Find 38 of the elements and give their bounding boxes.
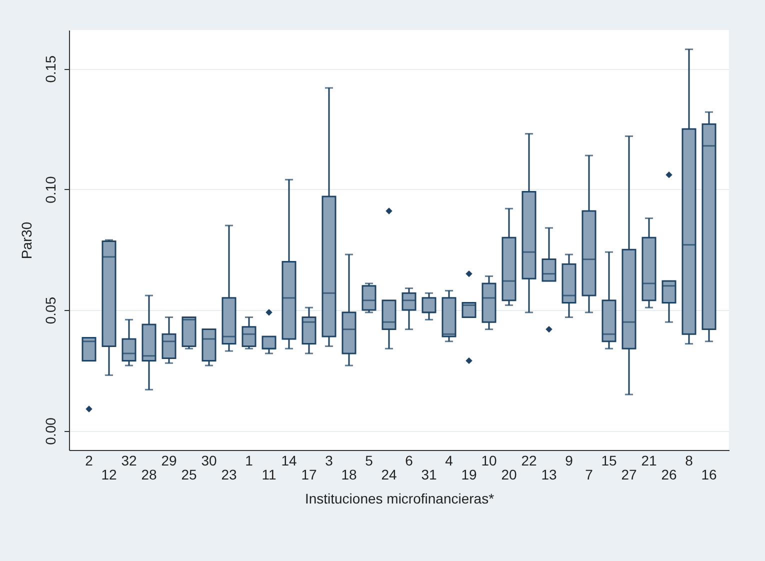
- x-tick-label: 16: [701, 466, 717, 482]
- x-tick-label: 1: [245, 452, 254, 468]
- x-tick-label: 21: [641, 452, 657, 468]
- y-tick-label: 0.15: [42, 55, 58, 83]
- x-tick-label: 11: [262, 466, 276, 482]
- x-tick-label: 30: [201, 452, 217, 468]
- x-tick-label: 28: [141, 466, 157, 482]
- x-tick-label: 12: [101, 466, 117, 482]
- x-tick-label: 10: [481, 452, 497, 468]
- x-tick-label: 25: [181, 466, 197, 482]
- x-tick-label: 13: [541, 466, 557, 482]
- x-axis-title: Instituciones microfinancieras*: [304, 490, 495, 506]
- y-tick-label: 0.05: [42, 296, 58, 324]
- x-tick-label: 31: [421, 466, 437, 482]
- x-tick-label: 3: [325, 452, 334, 468]
- x-tick-label: 9: [565, 452, 574, 468]
- y-tick-label: 0.10: [42, 176, 58, 204]
- x-tick-label: 7: [585, 466, 594, 482]
- x-tick-label: 18: [341, 466, 357, 482]
- x-tick-label: 14: [281, 452, 297, 468]
- y-axis-title: Par30: [18, 222, 34, 260]
- x-tick-label: 8: [685, 452, 694, 468]
- x-tick-label: 19: [461, 466, 477, 482]
- x-tick-label: 6: [405, 452, 414, 468]
- x-tick-label: 29: [161, 452, 177, 468]
- x-tick-label: 20: [501, 466, 517, 482]
- x-tick-label: 4: [445, 452, 454, 468]
- x-tick-label: 32: [121, 452, 137, 468]
- x-tick-label: 2: [85, 452, 94, 468]
- x-tick-label: 17: [301, 466, 317, 482]
- x-tick-label: 5: [365, 452, 374, 468]
- x-tick-label: 26: [661, 466, 677, 482]
- x-tick-label: 27: [621, 466, 637, 482]
- x-tick-label: 22: [521, 452, 537, 468]
- x-tick-label: 23: [221, 466, 237, 482]
- x-tick-label: 24: [381, 466, 397, 482]
- y-tick-label: 0.00: [42, 417, 58, 445]
- x-tick-label: 15: [601, 452, 617, 468]
